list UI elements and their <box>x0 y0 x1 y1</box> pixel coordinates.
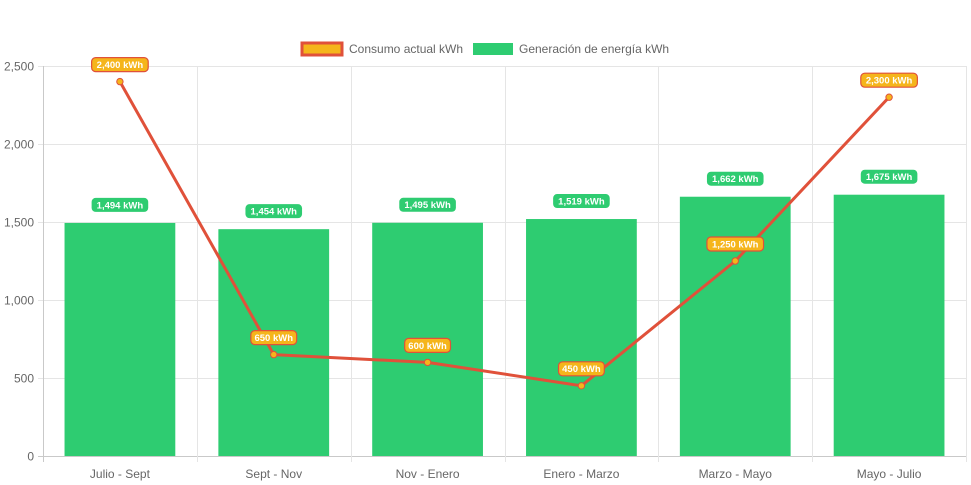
bar-data-label-bg <box>860 169 918 184</box>
x-tick-label: Julio - Sept <box>90 467 151 481</box>
line-point <box>116 77 124 86</box>
line-data-label: 600 kWh <box>408 341 447 352</box>
line-series <box>116 77 893 390</box>
bar-data-label: 1,494 kWh <box>97 200 144 211</box>
legend: Consumo actual kWh Generación de energía … <box>300 41 669 57</box>
line-data-label: 450 kWh <box>562 364 601 375</box>
legend-label-consumption: Consumo actual kWh <box>349 42 463 56</box>
line-data-label-bg <box>250 330 298 346</box>
line-data-label: 650 kWh <box>254 333 293 344</box>
y-tick-label: 1,500 <box>4 216 34 230</box>
line-data-label-bg <box>91 56 149 73</box>
grid-lines <box>38 66 967 462</box>
axes: 0 500 1,000 1,500 2,000 2,500 Julio - Sept Sept… <box>4 60 922 482</box>
bar-data-label: 1,519 kWh <box>558 196 605 207</box>
y-tick-label: 500 <box>14 372 34 386</box>
x-tick-label: Marzo - Mayo <box>699 467 773 481</box>
x-tick-label: Mayo - Julio <box>857 467 922 481</box>
bar-data-label-bg <box>553 194 610 209</box>
y-tick-label: 2,000 <box>4 138 34 152</box>
line-point <box>885 93 893 101</box>
y-tick-label: 2,500 <box>4 60 34 74</box>
data-labels: 1,494 kWh 1,454 kWh 1,495 kWh 1,519 kWh 1,66… <box>91 56 918 377</box>
line-point <box>423 358 432 367</box>
line-data-label-bg <box>860 72 918 88</box>
line-data-label-bg <box>706 236 765 252</box>
legend-swatch-generation <box>473 43 513 55</box>
bar-data-label-bg <box>91 197 149 212</box>
legend-label-generation: Generación de energía kWh <box>519 42 669 56</box>
x-tick-label: Enero - Marzo <box>543 467 619 481</box>
line-data-label-bg <box>557 361 605 377</box>
x-tick-label: Nov - Enero <box>396 467 460 481</box>
bar <box>833 194 945 456</box>
legend-swatch-consumption <box>300 41 344 57</box>
line-data-label: 2,300 kWh <box>866 76 913 87</box>
x-tick-label: Sept - Nov <box>245 467 302 481</box>
bar <box>526 219 637 456</box>
bar-data-label: 1,495 kWh <box>404 200 451 211</box>
line-point <box>731 257 739 265</box>
y-tick-label: 0 <box>27 450 34 464</box>
line-data-label-bg <box>404 337 452 353</box>
line-data-label: 1,250 kWh <box>712 239 759 250</box>
bar-data-label-bg <box>399 197 456 212</box>
y-tick-label: 1,000 <box>4 294 34 308</box>
bar-data-label-bg <box>706 171 764 186</box>
line-point <box>270 350 278 359</box>
bar-data-label: 1,662 kWh <box>712 174 759 185</box>
consumption-line <box>118 80 891 388</box>
line-point <box>577 382 586 390</box>
bar-data-label: 1,675 kWh <box>866 172 913 183</box>
bar <box>64 222 176 456</box>
bar-data-label: 1,454 kWh <box>251 207 298 218</box>
line-data-label: 2,400 kWh <box>97 60 144 71</box>
bar-data-label-bg <box>245 204 303 219</box>
bar <box>679 196 791 456</box>
